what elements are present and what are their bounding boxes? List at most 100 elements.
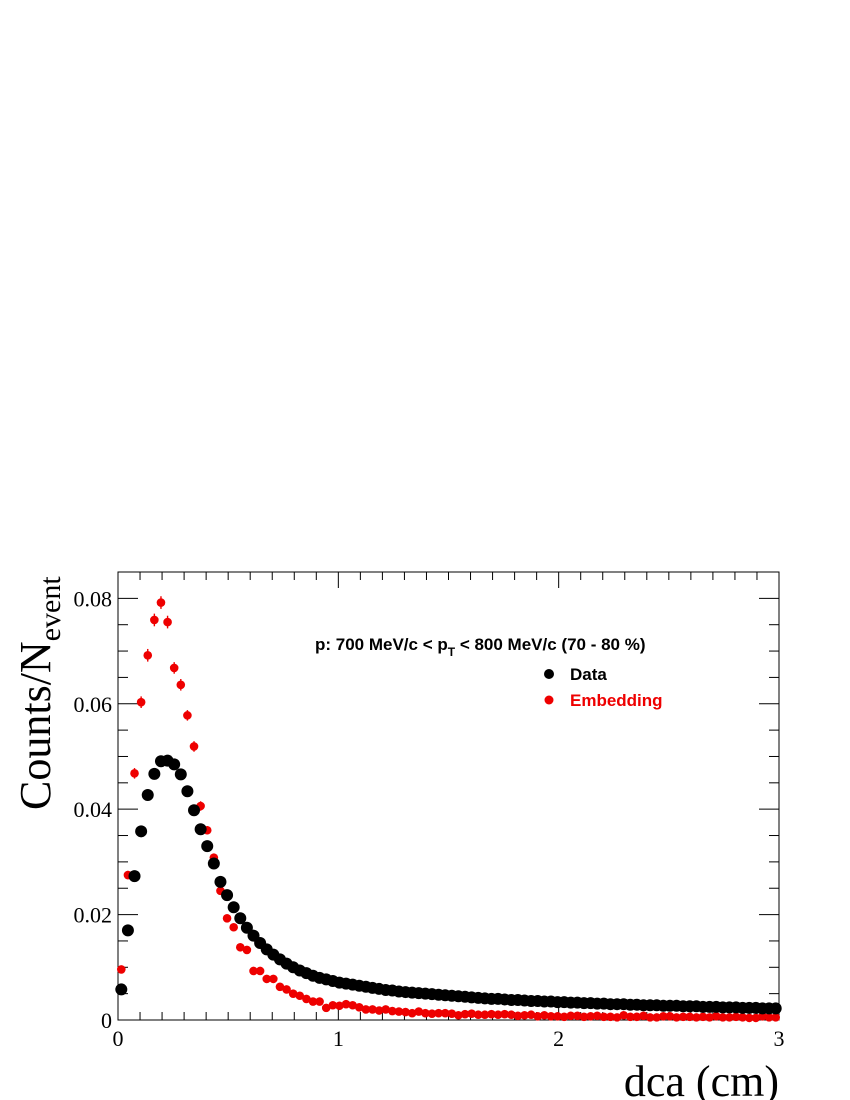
embedding-point xyxy=(771,1013,780,1022)
legend: Data Embedding xyxy=(544,665,663,710)
embedding-point xyxy=(368,1005,377,1014)
embedding-point xyxy=(282,985,291,994)
embedding-point xyxy=(526,1010,536,1020)
embedding-point xyxy=(698,1012,708,1022)
y-axis-label: Counts/Nevent xyxy=(11,576,67,810)
embedding-point xyxy=(354,1003,364,1012)
embedding-point xyxy=(612,1013,622,1022)
embedding-point xyxy=(348,1000,357,1010)
embedding-point xyxy=(705,1013,714,1022)
embedding-point xyxy=(744,1013,754,1023)
embedding-point xyxy=(308,997,318,1006)
embedding-point xyxy=(421,1008,430,1018)
embedding-point xyxy=(321,1003,331,1013)
embedding-point xyxy=(460,1009,470,1019)
embedding-point xyxy=(249,966,258,976)
embedding-point xyxy=(579,1012,589,1022)
embedding-point xyxy=(275,982,285,992)
x-axis-label: dca (cm) xyxy=(624,1057,779,1100)
embedding-point xyxy=(573,1011,582,1021)
embedding-point xyxy=(335,1001,344,1011)
embedding-point xyxy=(467,1009,476,1018)
embedding-point xyxy=(328,1000,338,1010)
data-point xyxy=(188,804,201,817)
y-tick-label: 0.04 xyxy=(74,797,113,822)
y-tick-label: 0.08 xyxy=(74,586,113,611)
data-point xyxy=(240,921,253,934)
embedding-point xyxy=(592,1011,602,1021)
data-point xyxy=(234,912,247,925)
embedding-point xyxy=(652,1013,662,1022)
data-point xyxy=(128,870,141,883)
data-point xyxy=(168,758,181,771)
embedding-point xyxy=(414,1007,424,1016)
embedding-point xyxy=(189,742,199,751)
y-tick-label: 0.02 xyxy=(74,903,113,928)
embedding-point xyxy=(639,1011,648,1021)
data-point xyxy=(141,788,154,801)
embedding-point xyxy=(692,1013,701,1022)
embedding-series xyxy=(117,596,780,1023)
embedding-point xyxy=(559,1012,569,1022)
embedding-point xyxy=(183,711,192,720)
embedding-point xyxy=(374,1006,384,1015)
embedding-point xyxy=(130,769,139,778)
embedding-point xyxy=(150,615,159,625)
legend-marker-data xyxy=(544,669,554,679)
embedding-point xyxy=(229,922,238,932)
embedding-point xyxy=(586,1012,595,1021)
embedding-point xyxy=(659,1012,668,1021)
embedding-point xyxy=(242,945,252,955)
embedding-point xyxy=(401,1007,410,1017)
embedding-point xyxy=(295,991,305,1001)
embedding-point xyxy=(434,1008,443,1018)
embedding-point xyxy=(136,697,146,707)
data-series xyxy=(115,754,782,1015)
embedding-point xyxy=(440,1008,450,1018)
embedding-point xyxy=(388,1006,397,1016)
embedding-point xyxy=(764,1013,774,1022)
embedding-point xyxy=(473,1010,483,1020)
y-tick-label: 0.06 xyxy=(74,692,113,717)
embedding-point xyxy=(506,1010,516,1020)
data-point xyxy=(769,1002,782,1015)
embedding-point xyxy=(645,1013,655,1022)
data-point xyxy=(121,924,134,937)
embedding-point xyxy=(117,965,126,974)
embedding-point xyxy=(738,1013,747,1022)
embedding-point xyxy=(599,1012,609,1022)
embedding-point xyxy=(711,1012,721,1021)
embedding-point xyxy=(487,1009,496,1019)
embedding-point xyxy=(493,1010,503,1020)
embedding-point xyxy=(394,1007,404,1016)
embedding-point xyxy=(222,913,232,923)
plot-frame xyxy=(117,571,780,1021)
embedding-point xyxy=(758,1012,767,1021)
embedding-point xyxy=(255,966,265,976)
embedding-point xyxy=(625,1012,635,1022)
embedding-point xyxy=(718,1013,728,1022)
x-tick-label: 1 xyxy=(333,1026,344,1051)
embedding-point xyxy=(665,1012,675,1021)
annotation-text: p: 700 MeV/c < pT < 800 MeV/c (70 - 80 %… xyxy=(315,635,646,659)
legend-label-embedding: Embedding xyxy=(570,691,663,710)
embedding-point xyxy=(725,1013,734,1022)
legend-label-data: Data xyxy=(570,665,607,684)
embedding-point xyxy=(407,1008,417,1018)
embedding-point xyxy=(500,1009,509,1019)
embedding-point xyxy=(447,1009,457,1018)
x-tick-label: 3 xyxy=(774,1026,785,1051)
embedding-point xyxy=(269,974,278,984)
data-point xyxy=(214,875,227,888)
embedding-point xyxy=(520,1010,529,1020)
embedding-point xyxy=(454,1010,463,1020)
embedding-point xyxy=(540,1010,549,1020)
embedding-point xyxy=(566,1011,576,1021)
data-point xyxy=(148,767,161,780)
embedding-point xyxy=(169,663,179,673)
embedding-point xyxy=(163,617,172,627)
embedding-point xyxy=(632,1012,642,1022)
embedding-point xyxy=(678,1012,688,1022)
embedding-point xyxy=(302,994,311,1004)
